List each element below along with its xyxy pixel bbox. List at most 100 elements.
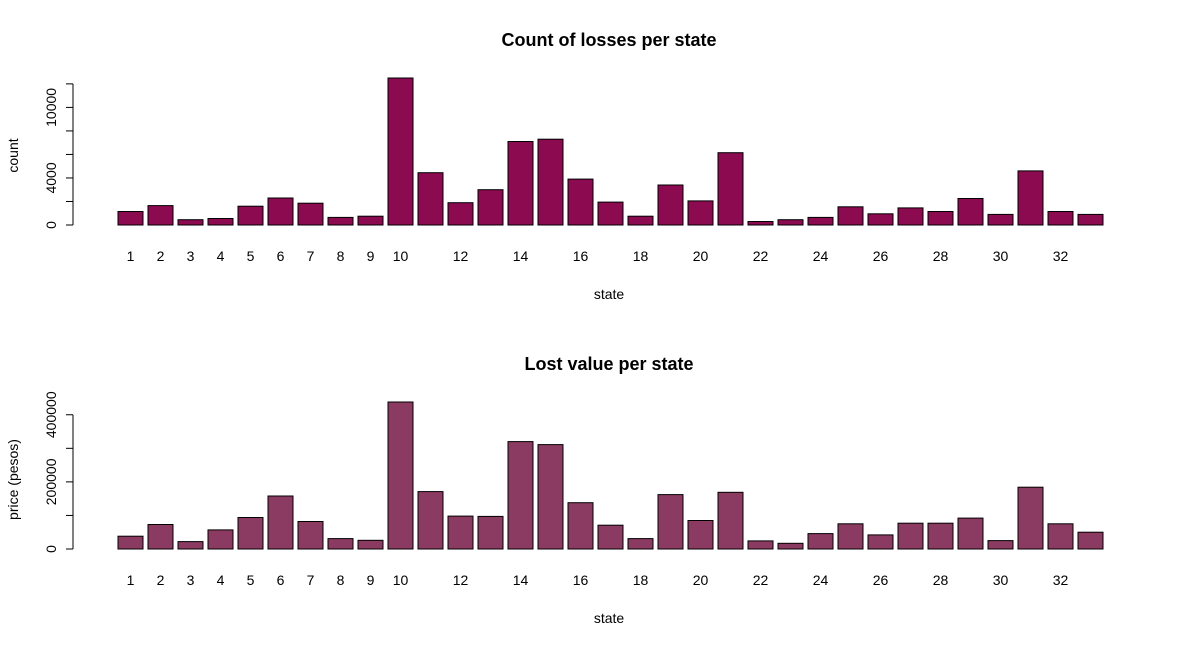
chart1-x-tick-label-1: 1 <box>127 248 135 264</box>
chart1-x-tick-label-6: 6 <box>277 248 285 264</box>
chart1-x-tick-label-12: 12 <box>453 248 469 264</box>
chart2-bar-11 <box>417 491 444 550</box>
chart1-x-tick-label-3: 3 <box>187 248 195 264</box>
chart2-x-tick-label-10: 10 <box>393 572 409 588</box>
chart1-bar-24 <box>807 216 834 226</box>
chart2-x-tick-label-1: 1 <box>127 572 135 588</box>
chart1-bar-23 <box>777 219 804 226</box>
chart1-bar-6 <box>267 197 294 226</box>
chart2-bar-18 <box>627 538 654 550</box>
chart1-bar-9 <box>357 215 384 226</box>
chart1-y-tick-label-10000: 10000 <box>43 88 59 127</box>
chart1-bar-20 <box>687 200 714 226</box>
chart1-x-tick-label-22: 22 <box>753 248 769 264</box>
chart1-bar-10 <box>387 77 414 226</box>
chart1-bar-26 <box>867 213 894 226</box>
chart2-y-tick-label-400000: 400000 <box>43 391 59 438</box>
chart2-bar-23 <box>777 542 804 550</box>
chart2-bar-10 <box>387 401 414 550</box>
chart1-bar-16 <box>567 178 594 226</box>
chart1-bar-7 <box>297 202 324 226</box>
chart2-bar-19 <box>657 494 684 550</box>
chart2-bar-33 <box>1077 531 1104 550</box>
chart2-bar-17 <box>597 524 624 550</box>
chart2-x-tick-label-24: 24 <box>813 572 829 588</box>
chart1-x-tick-label-14: 14 <box>513 248 529 264</box>
chart1-bar-33 <box>1077 213 1104 226</box>
chart2-x-tick-label-2: 2 <box>157 572 165 588</box>
chart1-bar-8 <box>327 216 354 226</box>
chart1-x-tick-label-26: 26 <box>873 248 889 264</box>
chart2-bar-3 <box>177 541 204 550</box>
chart2-x-tick-label-20: 20 <box>693 572 709 588</box>
chart2-x-tick-label-26: 26 <box>873 572 889 588</box>
chart1-bar-22 <box>747 221 774 226</box>
chart2-x-tick-label-8: 8 <box>337 572 345 588</box>
chart1-bar-4 <box>207 218 234 226</box>
chart1-x-tick-label-24: 24 <box>813 248 829 264</box>
chart1-bar-17 <box>597 201 624 226</box>
chart1-bar-2 <box>147 205 174 226</box>
chart2-bar-13 <box>477 515 504 550</box>
chart2-bar-9 <box>357 539 384 550</box>
chart1-bar-21 <box>717 152 744 226</box>
chart2-bar-20 <box>687 520 714 550</box>
chart1-bar-3 <box>177 219 204 226</box>
chart2-bar-26 <box>867 534 894 550</box>
chart1-x-tick-label-2: 2 <box>157 248 165 264</box>
chart1-x-tick-label-9: 9 <box>367 248 375 264</box>
chart1-x-tick-label-30: 30 <box>993 248 1009 264</box>
chart2-bar-29 <box>957 517 984 550</box>
chart1-x-tick-label-10: 10 <box>393 248 409 264</box>
chart2-y-tick-label-0: 0 <box>43 545 59 553</box>
chart2-bar-31 <box>1017 486 1044 550</box>
chart1-bar-12 <box>447 202 474 226</box>
chart1-bar-1 <box>117 211 144 226</box>
chart2-bar-30 <box>987 540 1014 550</box>
chart1-bar-14 <box>507 141 534 226</box>
chart1-bar-29 <box>957 198 984 226</box>
chart2-bar-14 <box>507 441 534 550</box>
chart2-x-axis-label: state <box>594 610 625 626</box>
chart1-bar-13 <box>477 189 504 226</box>
chart2-y-axis-label: price (pesos) <box>5 439 21 520</box>
chart2-bar-15 <box>537 444 564 550</box>
chart2-x-tick-label-3: 3 <box>187 572 195 588</box>
chart1-x-tick-label-5: 5 <box>247 248 255 264</box>
chart2-x-tick-label-7: 7 <box>307 572 315 588</box>
chart1-bar-11 <box>417 172 444 226</box>
chart1-x-tick-label-7: 7 <box>307 248 315 264</box>
chart2-x-tick-label-16: 16 <box>573 572 589 588</box>
chart2-bar-4 <box>207 529 234 550</box>
chart1-x-tick-label-28: 28 <box>933 248 949 264</box>
chart2-x-tick-label-5: 5 <box>247 572 255 588</box>
chart2-x-tick-label-30: 30 <box>993 572 1009 588</box>
chart2-bar-5 <box>237 517 264 550</box>
chart1-y-axis-label: count <box>5 138 21 172</box>
chart1-bar-19 <box>657 184 684 226</box>
chart2-title: Lost value per state <box>524 354 693 374</box>
chart2-bar-28 <box>927 522 954 550</box>
chart1-bar-30 <box>987 213 1014 226</box>
chart1-bar-27 <box>897 207 924 226</box>
chart2-x-tick-label-12: 12 <box>453 572 469 588</box>
chart2-bar-22 <box>747 540 774 550</box>
chart2-y-tick-label-200000: 200000 <box>43 458 59 505</box>
chart2-bar-16 <box>567 502 594 550</box>
chart1-y-tick-label-4000: 4000 <box>43 162 59 193</box>
chart1-x-tick-label-4: 4 <box>217 248 225 264</box>
chart1-x-tick-label-32: 32 <box>1053 248 1069 264</box>
chart1-bar-18 <box>627 215 654 226</box>
chart2-bar-7 <box>297 521 324 550</box>
chart2-bar-32 <box>1047 523 1074 550</box>
chart1-bar-28 <box>927 211 954 226</box>
chart1-title: Count of losses per state <box>501 30 716 50</box>
chart1-x-tick-label-16: 16 <box>573 248 589 264</box>
chart2-x-tick-label-22: 22 <box>753 572 769 588</box>
chart2-x-tick-label-28: 28 <box>933 572 949 588</box>
chart1-x-tick-label-18: 18 <box>633 248 649 264</box>
chart2-bar-27 <box>897 522 924 550</box>
chart2-bar-8 <box>327 538 354 550</box>
chart2-x-tick-label-14: 14 <box>513 572 529 588</box>
